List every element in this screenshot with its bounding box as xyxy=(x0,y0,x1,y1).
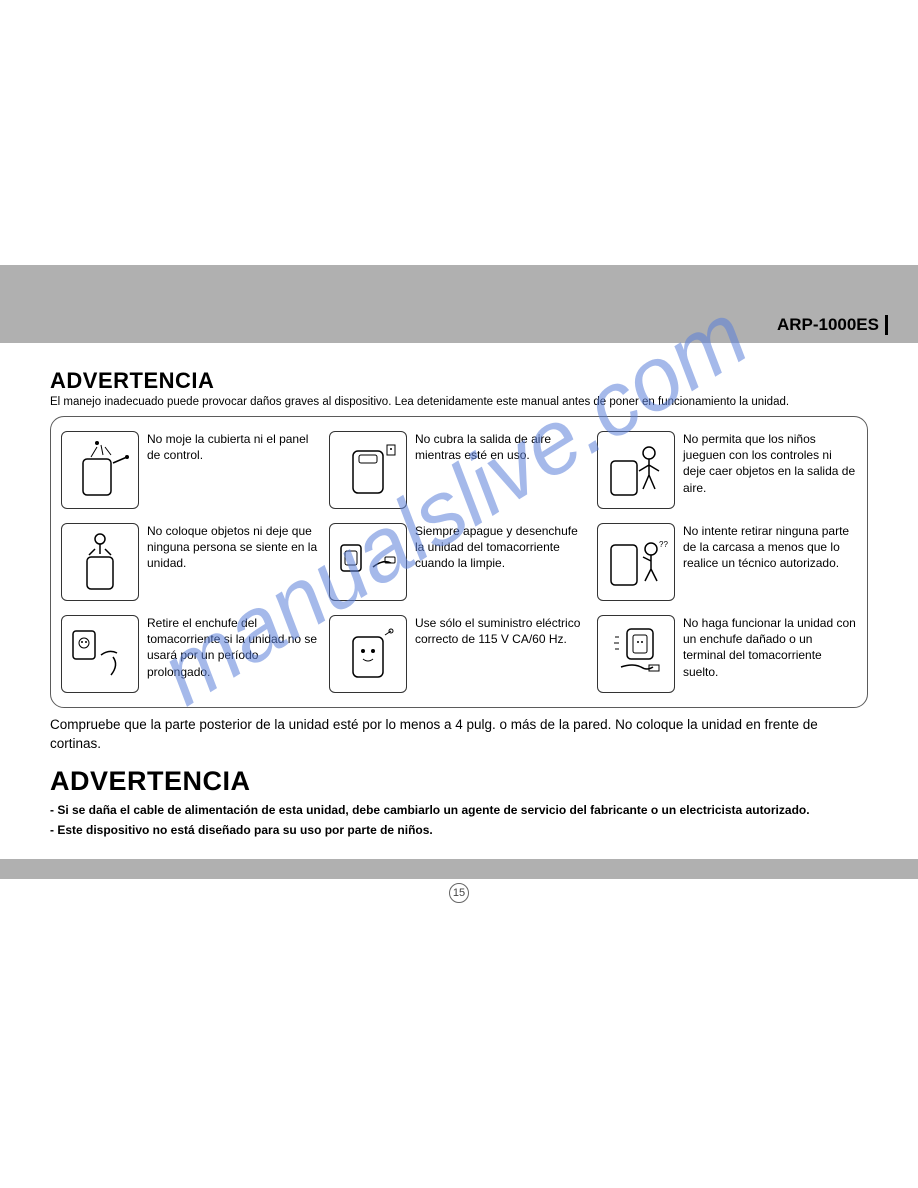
top-spacer xyxy=(0,0,918,265)
warning-text: No moje la cubierta ni el panel de contr… xyxy=(147,431,321,463)
illustration-unplug-clean xyxy=(329,523,407,601)
intro-text: El manejo inadecuado puede provocar daño… xyxy=(50,396,868,408)
page-content: ADVERTENCIA El manejo inadecuado puede p… xyxy=(0,343,918,847)
warning-cell: Siempre apague y desenchufe la unidad de… xyxy=(329,523,589,601)
illustration-no-children xyxy=(597,431,675,509)
bullet-1: - Si se daña el cable de alimentación de… xyxy=(50,803,868,817)
warning-grid: No moje la cubierta ni el panel de contr… xyxy=(61,431,857,693)
page-number-container: 15 xyxy=(0,883,918,903)
warning-cell: ?? No intente retirar ninguna parte de l… xyxy=(597,523,857,601)
placement-note: Compruebe que la parte posterior de la u… xyxy=(50,716,868,754)
warning-text: No cubra la salida de aire mientras esté… xyxy=(415,431,589,463)
warning-cell: No permita que los niños jueguen con los… xyxy=(597,431,857,509)
illustration-no-disassemble: ?? xyxy=(597,523,675,601)
illustration-correct-voltage xyxy=(329,615,407,693)
header-gray-bar: ARP-1000ES xyxy=(0,265,918,343)
warning-cell: Retire el enchufe del tomacorriente si l… xyxy=(61,615,321,693)
warning-heading-1: ADVERTENCIA xyxy=(50,368,868,394)
warning-text: No permita que los niños jueguen con los… xyxy=(683,431,857,496)
warning-text: No haga funcionar la unidad con un enchu… xyxy=(683,615,857,680)
illustration-no-cover xyxy=(329,431,407,509)
warning-text: No intente retirar ninguna parte de la c… xyxy=(683,523,857,572)
footer-gray-bar xyxy=(0,859,918,879)
warning-cell: No moje la cubierta ni el panel de contr… xyxy=(61,431,321,509)
warning-cell: Use sólo el suministro eléctrico correct… xyxy=(329,615,589,693)
warning-cell: No cubra la salida de aire mientras esté… xyxy=(329,431,589,509)
illustration-damaged-plug xyxy=(597,615,675,693)
warning-text: No coloque objetos ni deje que ninguna p… xyxy=(147,523,321,572)
illustration-no-sit xyxy=(61,523,139,601)
model-number: ARP-1000ES xyxy=(777,315,888,335)
page-number: 15 xyxy=(449,883,469,903)
warning-text: Use sólo el suministro eléctrico correct… xyxy=(415,615,589,647)
warning-text: Retire el enchufe del tomacorriente si l… xyxy=(147,615,321,680)
bullet-2: - Este dispositivo no está diseñado para… xyxy=(50,823,868,837)
illustration-unplug-storage xyxy=(61,615,139,693)
warning-heading-2: ADVERTENCIA xyxy=(50,766,868,797)
illustration-no-wet xyxy=(61,431,139,509)
warning-text: Siempre apague y desenchufe la unidad de… xyxy=(415,523,589,572)
warning-cell: No haga funcionar la unidad con un enchu… xyxy=(597,615,857,693)
warning-cell: No coloque objetos ni deje que ninguna p… xyxy=(61,523,321,601)
svg-text:??: ?? xyxy=(659,540,668,549)
warning-box: No moje la cubierta ni el panel de contr… xyxy=(50,416,868,708)
